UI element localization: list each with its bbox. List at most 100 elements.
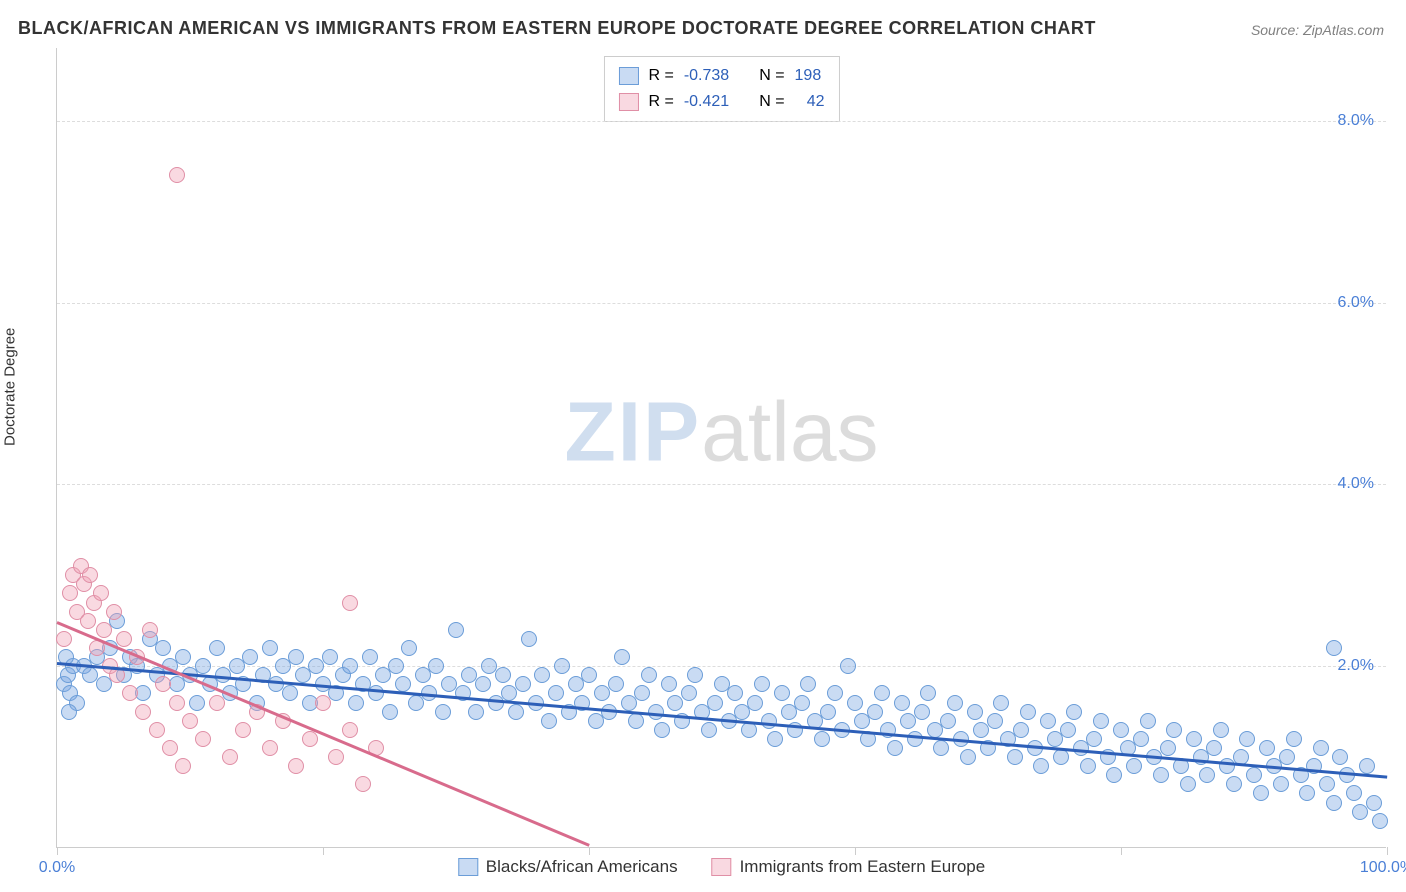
data-point [1020,704,1036,720]
data-point [1213,722,1229,738]
x-tick [1387,847,1388,855]
r-label: R = [648,67,673,85]
data-point [1199,767,1215,783]
data-point [887,740,903,756]
data-point [1346,785,1362,801]
data-point [475,676,491,692]
data-point [1113,722,1129,738]
data-point [1273,776,1289,792]
data-point [1066,704,1082,720]
data-point [1093,713,1109,729]
data-point [827,685,843,701]
data-point [175,758,191,774]
data-point [1060,722,1076,738]
gridline [57,303,1386,304]
data-point [495,667,511,683]
data-point [328,749,344,765]
y-tick-label: 6.0% [1338,294,1374,312]
data-point [814,731,830,747]
data-point [342,658,358,674]
data-point [774,685,790,701]
data-point [907,731,923,747]
data-point [262,640,278,656]
data-point [581,667,597,683]
data-point [155,676,171,692]
data-point [867,704,883,720]
data-point [169,695,185,711]
data-point [515,676,531,692]
data-point [641,667,657,683]
data-point [681,685,697,701]
data-point [428,658,444,674]
data-point [648,704,664,720]
data-point [382,704,398,720]
data-point [448,622,464,638]
data-point [1007,749,1023,765]
data-point [1313,740,1329,756]
data-point [93,585,109,601]
data-point [149,722,165,738]
data-point [1166,722,1182,738]
data-point [189,695,205,711]
data-point [82,567,98,583]
legend-row-blue: R = -0.738 N = 198 [618,63,824,89]
data-point [362,649,378,665]
watermark-atlas: atlas [701,384,878,478]
swatch-blue-icon [618,67,638,85]
legend-label-blue: Blacks/African Americans [486,857,678,877]
swatch-pink-icon [618,93,638,111]
data-point [840,658,856,674]
data-point [288,649,304,665]
data-point [222,749,238,765]
data-point [534,667,550,683]
watermark: ZIPatlas [564,383,878,480]
data-point [1160,740,1176,756]
data-point [1246,767,1262,783]
data-point [175,649,191,665]
data-point [747,695,763,711]
data-point [1332,749,1348,765]
data-point [874,685,890,701]
data-point [1180,776,1196,792]
x-tick-label: 0.0% [39,859,75,877]
data-point [288,758,304,774]
r-value-blue: -0.738 [684,67,729,85]
data-point [1106,767,1122,783]
data-point [122,685,138,701]
data-point [661,676,677,692]
data-point [1239,731,1255,747]
data-point [142,622,158,638]
x-tick [589,847,590,855]
data-point [242,649,258,665]
data-point [628,713,644,729]
data-point [914,704,930,720]
data-point [302,731,318,747]
legend-label-pink: Immigrants from Eastern Europe [740,857,986,877]
data-point [116,631,132,647]
data-point [1319,776,1335,792]
data-point [468,704,484,720]
r-value-pink: -0.421 [684,93,729,111]
data-point [993,695,1009,711]
data-point [1259,740,1275,756]
data-point [1366,795,1382,811]
data-point [342,722,358,738]
data-point [1133,731,1149,747]
data-point [262,740,278,756]
data-point [933,740,949,756]
data-point [401,640,417,656]
legend-row-pink: R = -0.421 N = 42 [618,89,824,115]
n-value-pink: 42 [795,93,825,111]
data-point [701,722,717,738]
data-point [209,640,225,656]
data-point [169,167,185,183]
data-point [235,722,251,738]
data-point [1206,740,1222,756]
data-point [767,731,783,747]
data-point [106,604,122,620]
data-point [960,749,976,765]
x-tick [855,847,856,855]
swatch-blue-icon [458,858,478,876]
data-point [1286,731,1302,747]
data-point [1040,713,1056,729]
